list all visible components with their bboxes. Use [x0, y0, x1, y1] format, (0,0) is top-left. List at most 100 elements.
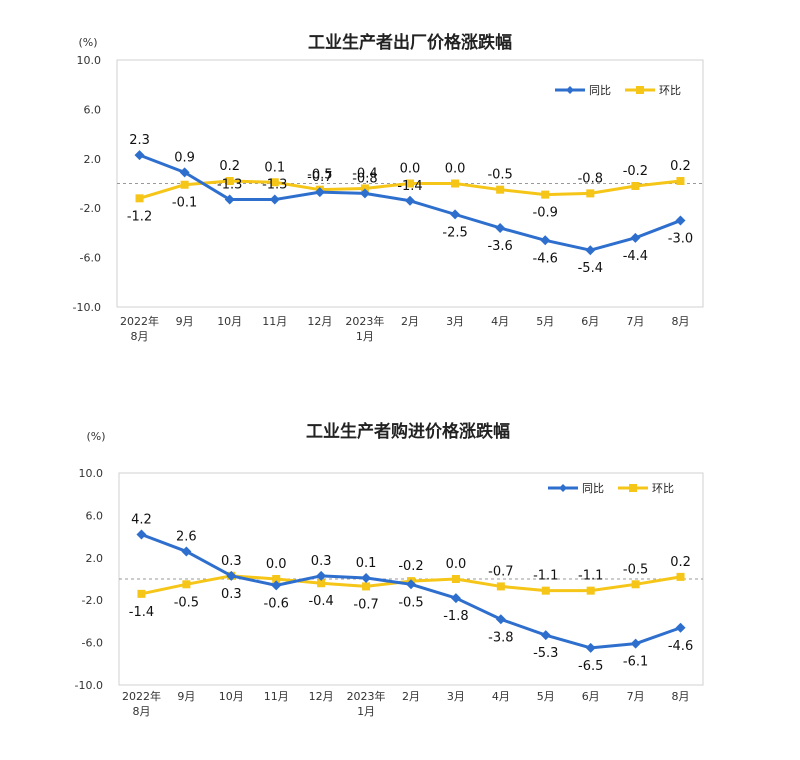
ppirm-y-tick-label: -2.0 [82, 594, 103, 607]
ppirm-yoy-point [450, 593, 461, 604]
ppi-y-tick-label: -2.0 [80, 202, 101, 215]
ppirm-yoy-data-label: 0.3 [311, 554, 332, 569]
ppirm-x-tick-label: 9月 [177, 690, 195, 703]
ppi-x-tick-line: 2023年 [345, 314, 384, 328]
ppirm-x-tick-label: 2月 [402, 690, 420, 703]
ppirm-yoy-point [181, 546, 192, 557]
ppirm-x-tick-line: 2022年 [122, 689, 161, 703]
ppi-x-tick-label: 4月 [491, 315, 509, 328]
ppirm-yoy-point [675, 622, 686, 633]
ppirm-x-tick-line: 11月 [264, 690, 289, 703]
ppi-yoy-data-label: 2.3 [129, 133, 150, 148]
ppirm-yoy-data-label: 0.3 [221, 587, 242, 602]
ppi-x-tick-line: 2022年 [120, 314, 159, 328]
ppi-mom-data-label: -0.2 [623, 164, 648, 179]
ppirm-x-tick-label: 12月 [309, 690, 334, 703]
ppirm-yoy-data-label: -5.3 [533, 646, 558, 661]
ppirm-x-tick-label: 6月 [582, 690, 600, 703]
ppi-legend-label: 环比 [659, 84, 681, 97]
ppirm-x-tick-line: 10月 [219, 690, 244, 703]
ppirm-x-tick-label: 5月 [537, 690, 555, 703]
ppi-x-tick-line: 1月 [356, 330, 374, 343]
ppirm-legend-marker [559, 484, 567, 492]
ppirm-chart: 工业生产者购进价格涨跌幅 (%) 10.0 6.0 2.0 -2.0 -6.0 -10.0 20… [0, 380, 800, 760]
ppi-mom-point [225, 177, 234, 186]
ppi-yoy-point [630, 232, 641, 243]
ppi-x-tick-line: 4月 [491, 315, 509, 328]
ppirm-mom-point [137, 589, 146, 598]
ppirm-y-tick-label: -6.0 [82, 637, 103, 650]
ppirm-yoy-point [406, 579, 416, 590]
ppirm-mom-data-label: -0.7 [353, 597, 378, 612]
ppirm-y-unit: (%) [86, 430, 105, 443]
ppirm-yoy-point [585, 642, 596, 653]
ppi-mom-point [631, 181, 640, 190]
ppirm-mom-data-label: -0.5 [623, 562, 648, 577]
ppirm-legend: 同比 环比 [548, 482, 674, 495]
ppirm-x-tick-line: 7月 [627, 690, 645, 703]
ppirm-yoy-point [226, 570, 237, 581]
ppirm-mom-point [451, 575, 460, 583]
ppirm-legend-label: 同比 [582, 482, 604, 495]
ppirm-y-tick-label: 6.0 [86, 509, 104, 522]
ppi-legend-marker [566, 86, 574, 94]
ppi-mom-point [180, 180, 189, 189]
ppi-x-tick-line: 12月 [307, 315, 332, 328]
ppi-yoy-data-label: -3.0 [668, 232, 693, 247]
ppi-mom-point [406, 179, 414, 188]
ppi-yoy-point [224, 194, 235, 205]
ppi-chart-title: 工业生产者出厂价格涨跌幅 [308, 32, 512, 53]
ppirm-yoy-data-label: -6.5 [578, 659, 603, 674]
ppi-mom-point [541, 190, 550, 199]
ppirm-mom-point [317, 579, 326, 588]
ppi-x-tick-label: 2022年 8月 [120, 314, 159, 343]
ppi-x-tick-line: 6月 [581, 315, 599, 328]
ppirm-x-tick-line: 8月 [672, 690, 690, 703]
ppirm-yoy-point [495, 614, 506, 625]
ppi-y-tick-label: 6.0 [84, 103, 102, 116]
ppirm-yoy-data-label: -4.6 [668, 639, 693, 654]
ppirm-chart-svg: 工业生产者购进价格涨跌幅 (%) 10.0 6.0 2.0 -2.0 -6.0 -10.0 20… [75, 421, 704, 718]
ppirm-mom-data-label: 0.0 [266, 557, 287, 572]
ppi-mom-point [676, 177, 685, 186]
ppi-x-tick-line: 5月 [536, 315, 554, 328]
ppi-mom-point [586, 189, 595, 198]
ppirm-x-tick-line: 4月 [492, 690, 510, 703]
ppi-mom-data-label: -0.8 [578, 171, 603, 186]
ppi-yoy-point [540, 235, 551, 246]
ppirm-legend-marker [629, 484, 637, 492]
ppirm-mom-data-label: 0.3 [221, 554, 242, 569]
ppirm-yoy-point [361, 572, 372, 583]
ppi-yoy-data-label: -1.3 [262, 178, 287, 193]
ppirm-mom-data-label: -0.4 [308, 594, 333, 609]
ppi-x-tick-line: 11月 [262, 315, 287, 328]
ppi-mom-data-label: 0.2 [670, 159, 691, 174]
ppi-x-tick-line: 7月 [626, 315, 644, 328]
ppirm-x-tick-line: 1月 [357, 705, 375, 718]
ppirm-yoy-data-label: -1.8 [443, 609, 468, 624]
ppi-yoy-point [585, 245, 596, 256]
ppi-legend-label: 同比 [589, 84, 611, 97]
ppi-yoy-point [675, 215, 686, 226]
ppirm-mom-data-label: -0.7 [488, 564, 513, 579]
ppirm-x-tick-label: 3月 [447, 690, 465, 703]
ppirm-mom-point [362, 582, 371, 591]
ppi-y-tick-label: -10.0 [73, 301, 101, 314]
ppirm-mom-data-label: -0.2 [398, 559, 423, 574]
ppi-chart-svg: 工业生产者出厂价格涨跌幅 (%) 10.0 6.0 2.0 -2.0 -6.0 -10.0 20… [73, 32, 704, 343]
ppirm-x-tick-line: 8月 [132, 705, 150, 718]
ppi-x-tick-line: 8月 [131, 330, 149, 343]
ppirm-yoy-point [540, 630, 551, 641]
ppirm-mom-data-label: -0.5 [174, 595, 199, 610]
ppirm-x-tick-line: 9月 [177, 690, 195, 703]
ppi-x-tick-label: 7月 [626, 315, 644, 328]
ppirm-x-tick-label: 4月 [492, 690, 510, 703]
ppi-mom-data-label: 0.0 [445, 162, 466, 177]
ppi-x-tick-line: 3月 [446, 315, 464, 328]
ppi-yoy-point [405, 195, 415, 206]
ppi-yoy-point [269, 194, 280, 205]
ppirm-x-tick-line: 2月 [402, 690, 420, 703]
ppi-yoy-data-label: -2.5 [442, 225, 467, 240]
ppirm-x-tick-line: 5月 [537, 690, 555, 703]
ppi-mom-data-label: -0.1 [172, 196, 197, 211]
